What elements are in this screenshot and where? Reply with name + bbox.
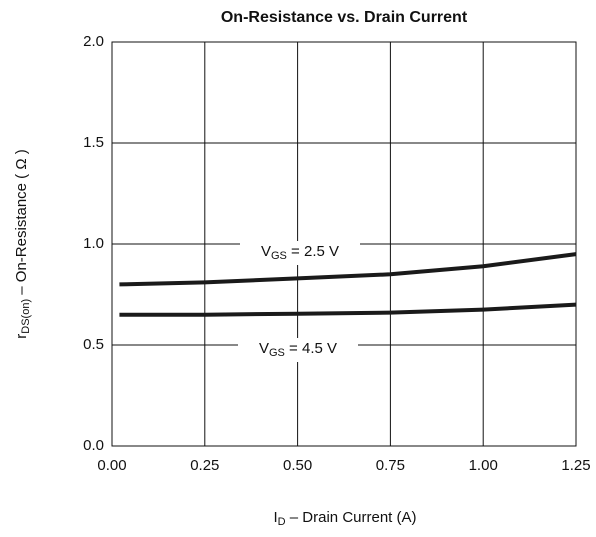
annotation-rest: = 2.5 V (287, 243, 339, 260)
y-tick-label: 0.5 (83, 336, 104, 353)
y-tick-label: 0.0 (83, 437, 104, 454)
x-tick-label: 1.00 (469, 457, 498, 474)
x-label-rest: – Drain Current (A) (286, 509, 417, 526)
y-axis-label: rDS(on) – On-Resistance ( Ω ) (13, 149, 32, 338)
annotation-rest: = 4.5 V (285, 340, 337, 357)
annotation: VGS = 2.5 V (261, 243, 339, 262)
plot-frame (111, 41, 577, 447)
y-tick-label: 2.0 (83, 33, 104, 50)
x-tick-label: 0.25 (190, 457, 219, 474)
x-axis-label: ID – Drain Current (A) (274, 509, 417, 528)
x-label-main: I (274, 509, 278, 526)
annotation-sub: GS (271, 250, 287, 262)
annotation-bg (238, 338, 358, 362)
annotation: VGS = 4.5 V (259, 340, 337, 359)
y-tick-label: 1.5 (83, 134, 104, 151)
y-tick-label: 1.0 (83, 235, 104, 252)
y-label-main: r (13, 334, 30, 339)
series-line (119, 252, 577, 287)
x-tick-label: 0.00 (97, 457, 126, 474)
annotation-bg (240, 241, 360, 265)
annotation-main: V (259, 340, 269, 357)
series-line (119, 302, 577, 317)
chart-title: On-Resistance vs. Drain Current (221, 9, 468, 26)
x-tick-label: 1.25 (561, 457, 590, 474)
annotation-sub: GS (269, 347, 285, 359)
annotation-main: V (261, 243, 271, 260)
y-label-rest: – On-Resistance ( Ω ) (13, 149, 30, 299)
y-label-sub: DS(on) (20, 299, 32, 334)
x-label-sub: D (278, 516, 286, 528)
x-tick-label: 0.75 (376, 457, 405, 474)
x-tick-label: 0.50 (283, 457, 312, 474)
